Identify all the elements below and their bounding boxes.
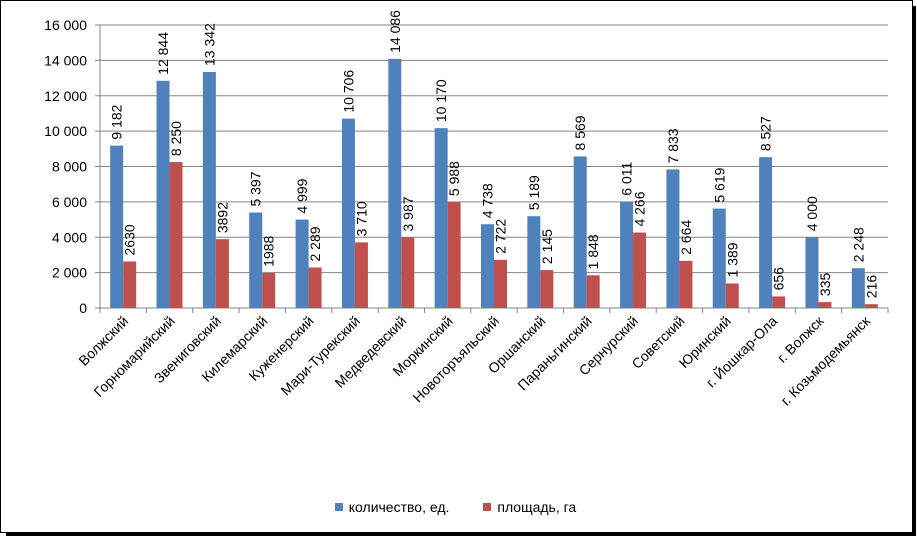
data-label-area: 216: [863, 275, 879, 299]
data-label-count: 10 706: [340, 70, 356, 113]
bar-area: [123, 261, 137, 308]
y-tick-label: 8 000: [52, 159, 87, 175]
bar-area: [679, 260, 693, 308]
bar-chart: 0 2 000 4 000 6 000 8 000 10 000 12 000 14 000 1…: [44, 10, 889, 408]
bar-area: [354, 242, 368, 308]
legend-item-area: площадь, га: [483, 499, 576, 515]
data-label-count: 10 170: [433, 79, 449, 122]
bar-count: [110, 145, 124, 308]
data-label-count: 7 833: [665, 128, 681, 163]
data-label-area: 335: [817, 273, 833, 297]
data-label-count: 4 000: [804, 196, 820, 231]
data-label-count: 9 182: [109, 104, 125, 139]
data-label-count: 14 086: [387, 10, 403, 53]
data-label-area: 3892: [214, 202, 230, 233]
data-label-area: 656: [771, 267, 787, 291]
y-tick-label: 12 000: [44, 88, 87, 104]
data-label-count: 4 738: [480, 183, 496, 218]
bar-count: [434, 128, 448, 308]
bar-count: [295, 219, 309, 308]
bar-area: [540, 270, 554, 308]
legend-swatch-count: [334, 503, 343, 511]
bar-count: [573, 156, 587, 308]
bar-area: [586, 275, 600, 308]
legend-label-area: площадь, га: [497, 499, 577, 515]
y-tick-label: 2 000: [52, 265, 87, 281]
bar-area: [262, 272, 276, 308]
data-label-count: 5 397: [248, 171, 264, 206]
data-label-area: 1 848: [585, 234, 601, 269]
data-label-count: 8 569: [572, 115, 588, 150]
y-tick-label: 4 000: [52, 229, 87, 245]
data-label-count: 6 011: [619, 161, 635, 195]
bar-count: [156, 80, 170, 308]
data-label-count: 13 342: [201, 23, 217, 66]
data-label-area: 2 289: [307, 226, 323, 261]
data-label-area: 2 722: [493, 219, 509, 254]
y-tick-label: 16 000: [44, 17, 87, 33]
legend-label-count: количество, ед.: [348, 499, 450, 515]
data-label-area: 2630: [122, 224, 138, 255]
bar-area: [494, 259, 507, 308]
bar-count: [341, 118, 355, 308]
x-tick-label: г. Козьмодемьянск: [777, 312, 873, 408]
bar-count: [249, 212, 263, 308]
data-label-area: 5 988: [446, 161, 462, 196]
bar-area: [864, 304, 878, 308]
frame-shadow-right: [912, 6, 916, 536]
bar-count: [527, 216, 541, 308]
bar-count: [759, 157, 773, 308]
bar-area: [772, 296, 786, 308]
data-label-area: 4 266: [632, 191, 648, 226]
bar-count: [388, 58, 402, 308]
bar-area: [447, 202, 461, 308]
bar-count: [202, 72, 216, 309]
bar-area: [215, 239, 229, 308]
bar-count: [620, 201, 634, 308]
data-label-count: 8 527: [758, 116, 774, 151]
bar-count: [666, 169, 680, 308]
y-tick-label: 10 000: [44, 123, 87, 139]
bar-area: [169, 162, 183, 308]
bar-area: [725, 283, 739, 308]
data-label-area: 1 389: [724, 242, 740, 277]
x-tick-label: Новоторъяльский: [409, 313, 502, 406]
bar-count: [851, 268, 865, 308]
data-label-count: 5 619: [711, 167, 727, 202]
legend-item-count: количество, ед.: [334, 499, 450, 515]
data-label-area: 2 664: [678, 220, 694, 255]
legend: количество, ед. площадь, га: [0, 497, 911, 517]
data-label-area: 1988: [261, 235, 277, 266]
bar-area: [818, 302, 832, 308]
bar-area: [633, 232, 647, 308]
data-label-area: 2 145: [539, 229, 555, 264]
bar-count: [481, 224, 494, 308]
y-tick-label: 0: [79, 300, 87, 316]
data-label-area: 3 987: [400, 196, 416, 231]
x-tick-label: Мари-Турекский: [277, 313, 363, 399]
data-label-area: 8 250: [168, 121, 184, 156]
data-label-count: 4 999: [294, 178, 310, 213]
y-tick-label: 14 000: [44, 52, 87, 68]
data-label-count: 12 844: [155, 32, 171, 75]
bar-area: [308, 267, 322, 308]
data-label-count: 5 189: [526, 175, 542, 210]
frame-shadow-bottom: [6, 532, 916, 536]
data-label-count: 2 248: [850, 227, 866, 262]
bar-count: [712, 208, 726, 308]
data-label-area: 3 710: [353, 201, 369, 236]
bar-count: [805, 237, 819, 308]
y-tick-label: 6 000: [52, 194, 87, 210]
bar-area: [401, 237, 415, 308]
x-tick-label: Горномарийский: [90, 313, 177, 400]
legend-swatch-area: [483, 503, 492, 511]
